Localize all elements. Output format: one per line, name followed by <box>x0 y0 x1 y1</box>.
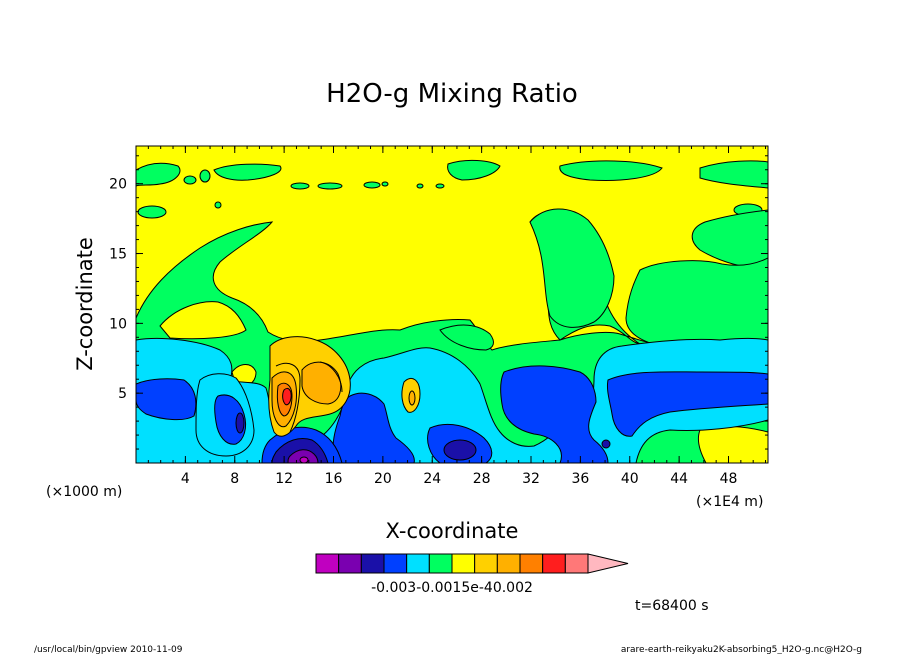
colorbar-segment <box>496 553 521 574</box>
colorbar-segment <box>338 553 362 574</box>
contour-region-yellow <box>159 301 247 340</box>
footer-left: /usr/local/bin/gpview 2010-11-09 <box>34 645 183 654</box>
plot-frame <box>135 145 769 464</box>
colorbar-segment <box>406 553 430 574</box>
contour-line <box>275 362 301 433</box>
contour-region-upper-band <box>381 181 389 187</box>
contour-region-green-right <box>529 208 615 328</box>
x-axis-label: X-coordinate <box>386 519 519 543</box>
contour-field <box>136 146 768 463</box>
colorbar-segment <box>564 553 589 574</box>
contour-region-dark-blue <box>601 439 611 449</box>
y-axis: 5 10 15 20 <box>109 155 768 450</box>
x-unit-right: (×1E4 m) <box>696 494 763 510</box>
contour-region-upper-band <box>213 163 282 181</box>
x-unit-left: (×1000 m) <box>46 484 122 500</box>
contour-region-upper-band <box>435 183 445 189</box>
contour-region-upper-band <box>317 182 343 190</box>
contour-region-upper-band <box>136 162 181 187</box>
x-tick-label: 4 <box>181 471 190 487</box>
contour-region-green-right <box>439 324 494 351</box>
contour-region-upper-band <box>137 205 167 219</box>
x-tick-label: 36 <box>571 471 589 487</box>
y-tick-label: 10 <box>109 316 127 332</box>
contour-region-green-right <box>625 257 768 348</box>
colorbar-segment <box>428 553 453 574</box>
x-tick-label: 32 <box>522 471 540 487</box>
contour-region-blue <box>607 371 768 437</box>
contour-region-magenta <box>299 456 309 463</box>
x-axis: 4 8 12 16 20 24 28 32 36 40 44 48 <box>147 146 767 487</box>
colorbar-segment <box>360 553 385 574</box>
colorbar-segment <box>474 553 498 574</box>
contour-region-upper-band <box>363 181 381 189</box>
contour-region-upper-band <box>199 169 211 183</box>
contour-region-upper-band <box>290 182 310 190</box>
colorbar-segment <box>519 553 544 574</box>
contour-region-blue <box>136 378 197 421</box>
contour-region-upper-band <box>214 201 222 209</box>
x-tick-label: 48 <box>720 471 738 487</box>
x-tick-label: 20 <box>374 471 392 487</box>
time-label: t=68400 s <box>635 598 709 614</box>
colorbar-segment <box>451 553 476 574</box>
colorbar-label: -0.003-0.0015e-40.002 <box>371 580 533 596</box>
x-tick-label: 28 <box>473 471 491 487</box>
y-tick-label: 5 <box>118 386 127 402</box>
chart-title: H2O-g Mixing Ratio <box>326 79 578 109</box>
colorbar <box>315 553 629 574</box>
contour-region-upper-band <box>559 160 663 181</box>
contour-region-dark-blue <box>443 439 477 461</box>
contour-region-yellow <box>697 425 768 463</box>
contour-region-cyan <box>136 338 768 463</box>
contour-region-blue <box>500 365 609 463</box>
y-tick-label: 20 <box>109 177 127 193</box>
contour-region-upper-band <box>416 183 424 189</box>
footer-right: arare-earth-reikyaku2K-absorbing5_H2O-g.… <box>621 645 862 654</box>
y-axis-label: Z-coordinate <box>73 237 97 371</box>
x-tick-label: 44 <box>670 471 688 487</box>
contour-region-dark-blue <box>235 412 245 434</box>
y-tick-label: 15 <box>109 247 127 263</box>
x-tick-label: 8 <box>230 471 239 487</box>
x-tick-label: 40 <box>621 471 639 487</box>
colorbar-segment <box>315 553 340 574</box>
x-tick-label: 12 <box>275 471 293 487</box>
colorbar-extend-arrow <box>587 553 629 574</box>
x-tick-label: 16 <box>325 471 343 487</box>
contour-region-upper-band <box>699 160 768 189</box>
contour-region-purple <box>287 449 319 463</box>
contour-region-upper-band <box>183 175 197 185</box>
contour-region-orange-small <box>408 390 416 406</box>
x-tick-label: 24 <box>423 471 441 487</box>
contour-region-red <box>282 387 292 406</box>
contour-region-upper-band <box>447 159 501 181</box>
colorbar-segment <box>542 553 566 574</box>
contour-region-blue <box>332 392 415 463</box>
colorbar-segment <box>383 553 408 574</box>
contour-line <box>319 361 343 393</box>
